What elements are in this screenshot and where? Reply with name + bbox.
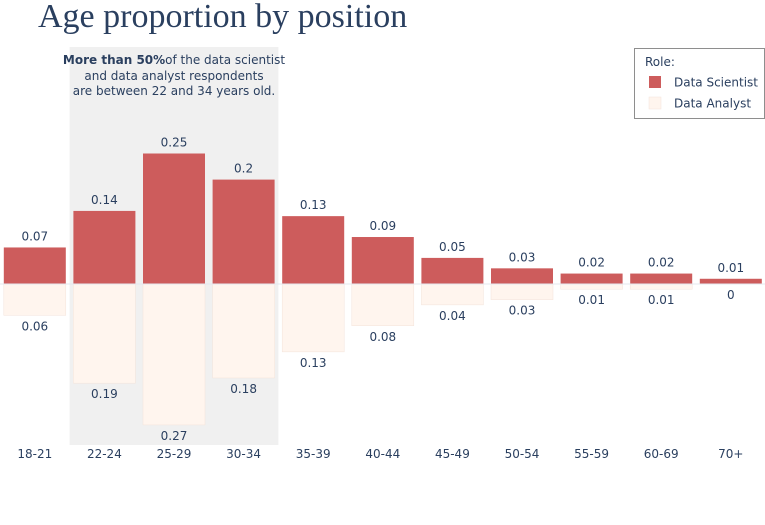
data-scientist-bar: [491, 268, 553, 284]
data-scientist-value-label: 0.14: [91, 193, 118, 207]
data-scientist-value-label: 0.02: [648, 256, 675, 270]
x-tick-label: 30-34: [226, 447, 261, 461]
data-analyst-bar: [629, 283, 693, 290]
data-scientist-value-label: 0.25: [161, 136, 188, 150]
x-tick-label: 40-44: [365, 447, 400, 461]
data-scientist-bar: [282, 216, 345, 284]
data-analyst-value-label: 0.13: [300, 356, 327, 370]
x-tick-label: 50-54: [505, 447, 540, 461]
data-scientist-bar: [421, 257, 484, 284]
data-scientist-value-label: 0.09: [369, 219, 396, 233]
annotation-line-3: are between 22 and 34 years old.: [73, 84, 275, 98]
x-tick-label: 25-29: [157, 447, 192, 461]
x-tick-label: 18-21: [17, 447, 52, 461]
data-scientist-value-label: 0.03: [509, 250, 536, 264]
data-analyst-value-label: 0.19: [91, 387, 118, 401]
data-scientist-bar: [351, 237, 414, 284]
annotation-line-1: More than 50%of the data scientist: [63, 53, 285, 67]
annotation-line-2: and data analyst respondents: [84, 69, 263, 83]
x-tick-label: 55-59: [574, 447, 609, 461]
data-scientist-bar: [3, 247, 66, 284]
data-scientist-value-label: 0.07: [21, 229, 48, 243]
data-analyst-value-label: 0.03: [509, 304, 536, 318]
data-scientist-value-label: 0.02: [578, 256, 605, 270]
data-analyst-bar: [281, 283, 345, 353]
data-analyst-value-label: 0.04: [439, 309, 466, 323]
data-analyst-bar: [490, 283, 554, 300]
data-scientist-bar: [560, 273, 623, 284]
data-scientist-bar: [630, 273, 693, 284]
data-scientist-bar: [143, 153, 205, 284]
x-tick-label: 45-49: [435, 447, 470, 461]
legend-title: Role:: [645, 55, 675, 69]
data-analyst-value-label: 0.27: [161, 429, 188, 443]
data-scientist-value-label: 0.05: [439, 240, 466, 254]
x-tick-label: 70+: [718, 447, 743, 461]
x-tick-label: 35-39: [296, 447, 331, 461]
data-scientist-bar: [699, 278, 762, 284]
data-analyst-bar: [212, 283, 275, 379]
data-analyst-value-label: 0.01: [648, 293, 675, 307]
data-analyst-value-label: 0.08: [369, 330, 396, 344]
data-scientist-bar: [212, 179, 275, 284]
data-analyst-value-label: 0.06: [21, 319, 48, 333]
data-analyst-bar: [351, 283, 415, 327]
data-analyst-bar: [73, 283, 136, 384]
data-analyst-bar: [142, 283, 206, 426]
data-analyst-bar: [421, 283, 484, 306]
legend-item-label[interactable]: Data Analyst: [674, 97, 751, 111]
data-analyst-bar: [3, 283, 67, 316]
data-analyst-bar: [560, 283, 623, 290]
x-tick-label: 22-24: [87, 447, 122, 461]
data-scientist-value-label: 0.2: [234, 162, 253, 176]
chart-title: Age proportion by position: [38, 0, 408, 35]
data-analyst-value-label: 0: [727, 288, 735, 302]
data-analyst-value-label: 0.18: [230, 382, 257, 396]
data-scientist-bar: [73, 210, 136, 284]
x-tick-label: 60-69: [644, 447, 679, 461]
data-scientist-value-label: 0.01: [717, 261, 744, 275]
legend-swatch[interactable]: [649, 76, 661, 88]
data-scientist-value-label: 0.13: [300, 198, 327, 212]
legend-swatch[interactable]: [648, 96, 662, 110]
legend-item-label[interactable]: Data Scientist: [674, 76, 758, 90]
data-analyst-value-label: 0.01: [578, 293, 605, 307]
